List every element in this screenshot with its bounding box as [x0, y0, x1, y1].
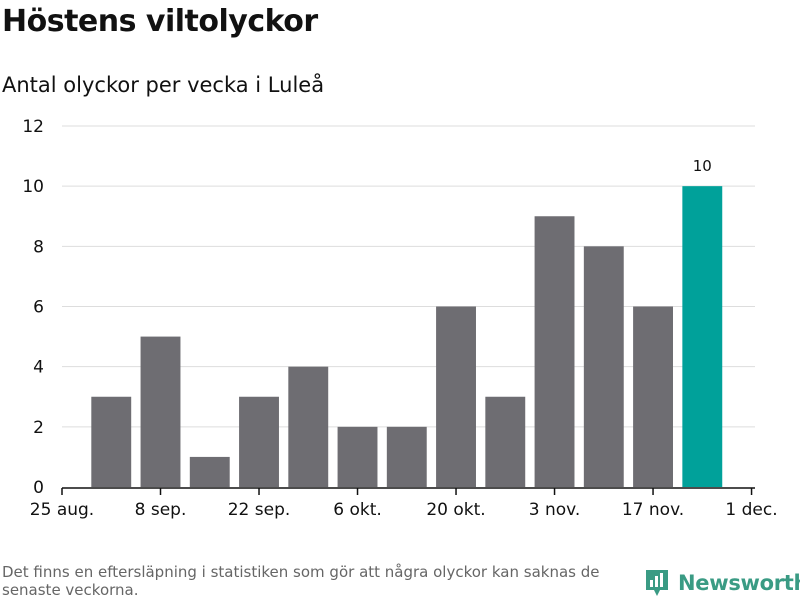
- newsworthy-logo-icon: [646, 570, 668, 596]
- bar-5: [288, 366, 329, 487]
- bar-10: [534, 216, 575, 487]
- value-labels: 10: [693, 157, 712, 175]
- x-tick-label: 22 sep.: [228, 500, 291, 520]
- x-tick-label: 20 okt.: [426, 500, 485, 520]
- x-tick-label: 3 nov.: [529, 500, 581, 520]
- y-tick-label: 12: [22, 117, 44, 137]
- y-tick-label: 2: [33, 418, 44, 438]
- bar-11: [583, 246, 624, 487]
- bar-7: [386, 426, 427, 487]
- bar-1: [91, 396, 132, 487]
- value-label: 10: [693, 157, 712, 175]
- footnote: Det finns en eftersläpning i statistiken…: [2, 563, 600, 599]
- x-tick-label: 6 okt.: [333, 500, 382, 520]
- x-tick-label: 1 dec.: [725, 500, 777, 520]
- x-tick-label: 17 nov.: [622, 500, 684, 520]
- y-tick-label: 8: [33, 237, 44, 257]
- bar-13: [682, 186, 723, 487]
- x-axis: 25 aug. 8 sep. 22 sep. 6 okt. 20 okt. 3 nov. 1…: [30, 487, 778, 520]
- bar-8: [436, 306, 476, 487]
- chart-subtitle: Antal olyckor per vecka i Luleå: [2, 73, 325, 97]
- brand-name: Newsworthy: [678, 571, 800, 595]
- bars: [91, 186, 723, 487]
- y-tick-label: 10: [22, 177, 44, 197]
- y-tick-label: 6: [33, 298, 44, 318]
- y-tick-label: 4: [33, 358, 44, 378]
- bar-3: [189, 456, 230, 487]
- bar-chart: 0 2 4 6 8 10 12 25 aug. 8 sep. 22 sep. 6 okt. 20 o…: [22, 117, 778, 520]
- y-axis-ticks: 0 2 4 6 8 10 12: [22, 117, 44, 498]
- bar-4: [239, 396, 279, 487]
- chart-title: Höstens viltolyckor: [2, 4, 318, 39]
- x-tick-label: 8 sep.: [135, 500, 187, 520]
- bar-12: [633, 306, 673, 487]
- bar-6: [337, 426, 378, 487]
- bar-9: [485, 396, 526, 487]
- x-tick-label: 25 aug.: [30, 500, 94, 520]
- brand[interactable]: Newsworthy: [644, 568, 800, 598]
- y-tick-label: 0: [33, 478, 44, 498]
- bar-2: [140, 336, 181, 487]
